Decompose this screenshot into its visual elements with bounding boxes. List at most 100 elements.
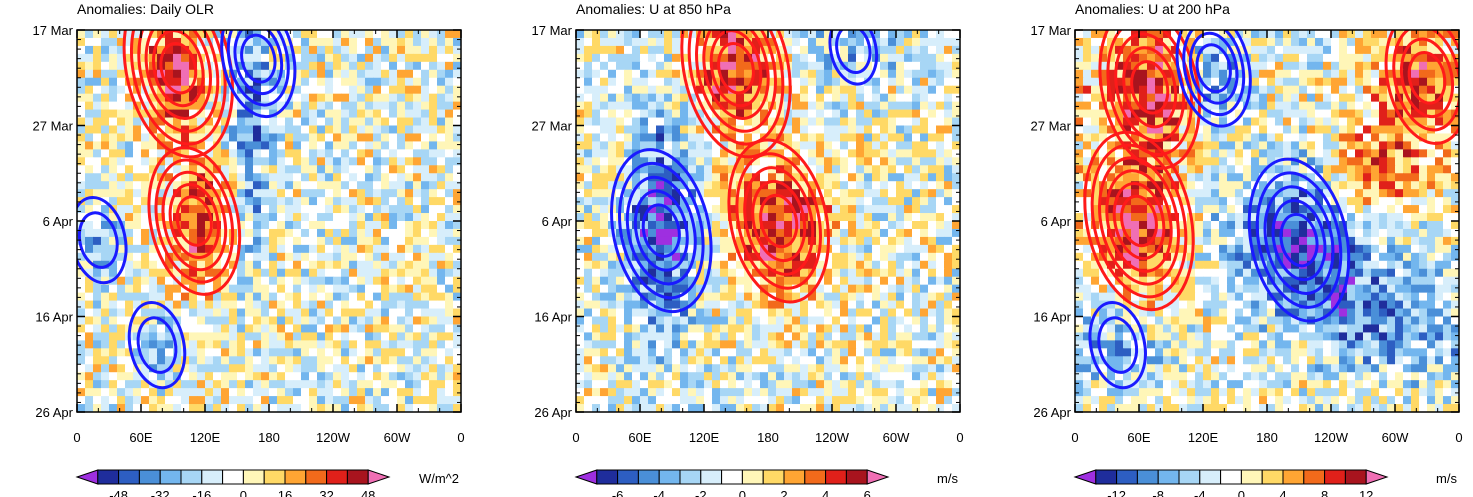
field-cell bbox=[584, 53, 593, 63]
field-cell bbox=[696, 236, 705, 246]
field-cell bbox=[640, 388, 649, 397]
field-cell bbox=[648, 252, 657, 262]
field-cell bbox=[688, 205, 697, 214]
field-cell bbox=[285, 292, 294, 302]
field-cell bbox=[229, 173, 238, 182]
field-cell bbox=[173, 173, 182, 182]
field-cell bbox=[365, 173, 374, 182]
field-cell bbox=[888, 93, 897, 103]
field-cell bbox=[688, 61, 697, 71]
field-cell bbox=[600, 244, 609, 254]
field-cell bbox=[768, 189, 777, 198]
field-cell bbox=[261, 181, 270, 190]
field-cell bbox=[93, 332, 102, 341]
field-cell bbox=[648, 125, 657, 135]
field-cell bbox=[936, 404, 945, 412]
field-cell bbox=[936, 300, 945, 310]
field-cell bbox=[213, 364, 222, 373]
field-cell bbox=[848, 197, 857, 206]
field-cell bbox=[309, 388, 318, 397]
field-cell bbox=[832, 380, 841, 389]
field-cell bbox=[381, 284, 390, 294]
field-cell bbox=[800, 205, 809, 214]
field-cell bbox=[445, 30, 454, 39]
field-cell bbox=[680, 388, 689, 397]
field-cell bbox=[616, 93, 625, 103]
field-cell bbox=[221, 109, 230, 119]
field-cell bbox=[672, 284, 681, 294]
field-cell bbox=[205, 396, 214, 405]
field-cell bbox=[640, 260, 649, 270]
field-cell bbox=[309, 364, 318, 373]
field-cell bbox=[213, 268, 222, 278]
field-cell bbox=[365, 117, 374, 127]
field-cell bbox=[189, 109, 198, 119]
field-cell bbox=[325, 85, 334, 95]
field-cell bbox=[413, 308, 422, 318]
field-cell bbox=[197, 316, 206, 326]
field-cell bbox=[848, 101, 857, 111]
field-cell bbox=[744, 396, 753, 405]
field-cell bbox=[632, 332, 641, 341]
field-cell bbox=[317, 93, 326, 103]
field-cell bbox=[445, 356, 454, 365]
field-cell bbox=[888, 173, 897, 182]
field-cell bbox=[357, 101, 366, 111]
field-cell bbox=[824, 380, 833, 389]
field-cell bbox=[381, 396, 390, 405]
field-cell bbox=[808, 117, 817, 127]
field-cell bbox=[840, 173, 849, 182]
field-cell bbox=[768, 85, 777, 95]
field-cell bbox=[944, 53, 953, 63]
field-cell bbox=[109, 396, 118, 405]
field-cell bbox=[333, 268, 342, 278]
field-cell bbox=[341, 276, 350, 286]
field-cell bbox=[149, 396, 158, 405]
field-cell bbox=[856, 189, 865, 198]
field-cell bbox=[101, 117, 110, 127]
field-cell bbox=[904, 268, 913, 278]
field-cell bbox=[872, 380, 881, 389]
field-cell bbox=[125, 404, 134, 412]
field-cell bbox=[197, 268, 206, 278]
positive-contour bbox=[702, 30, 770, 121]
field-cell bbox=[768, 348, 777, 357]
field-cell bbox=[93, 149, 102, 158]
field-cell bbox=[429, 189, 438, 198]
field-cell bbox=[421, 45, 430, 55]
field-cell bbox=[349, 101, 358, 111]
field-cell bbox=[293, 101, 302, 111]
field-cell bbox=[141, 268, 150, 278]
field-cell bbox=[744, 292, 753, 302]
field-cell bbox=[920, 101, 929, 111]
field-cell bbox=[760, 268, 769, 278]
field-cell bbox=[592, 348, 601, 357]
field-cell bbox=[285, 149, 294, 158]
field-cell bbox=[405, 93, 414, 103]
field-cell bbox=[864, 205, 873, 214]
field-cell bbox=[349, 404, 358, 412]
field-cell bbox=[245, 332, 254, 341]
field-cell bbox=[421, 181, 430, 190]
field-cell bbox=[93, 45, 102, 55]
field-cell bbox=[880, 380, 889, 389]
field-cell bbox=[872, 404, 881, 412]
negative-contour bbox=[226, 30, 290, 107]
field-cell bbox=[85, 189, 94, 198]
field-cell bbox=[744, 380, 753, 389]
field-cell bbox=[205, 173, 214, 182]
field-cell bbox=[189, 308, 198, 318]
field-cell bbox=[832, 165, 841, 174]
field-cell bbox=[301, 284, 310, 294]
field-cell bbox=[928, 316, 937, 326]
field-cell bbox=[656, 205, 665, 214]
field-cell bbox=[309, 260, 318, 270]
field-cell bbox=[373, 380, 382, 389]
field-cell bbox=[792, 61, 801, 71]
field-cell bbox=[101, 61, 110, 71]
field-cell bbox=[301, 244, 310, 254]
field-cell bbox=[205, 324, 214, 334]
field-cell bbox=[357, 149, 366, 158]
field-cell bbox=[608, 300, 617, 310]
field-cell bbox=[325, 117, 334, 127]
